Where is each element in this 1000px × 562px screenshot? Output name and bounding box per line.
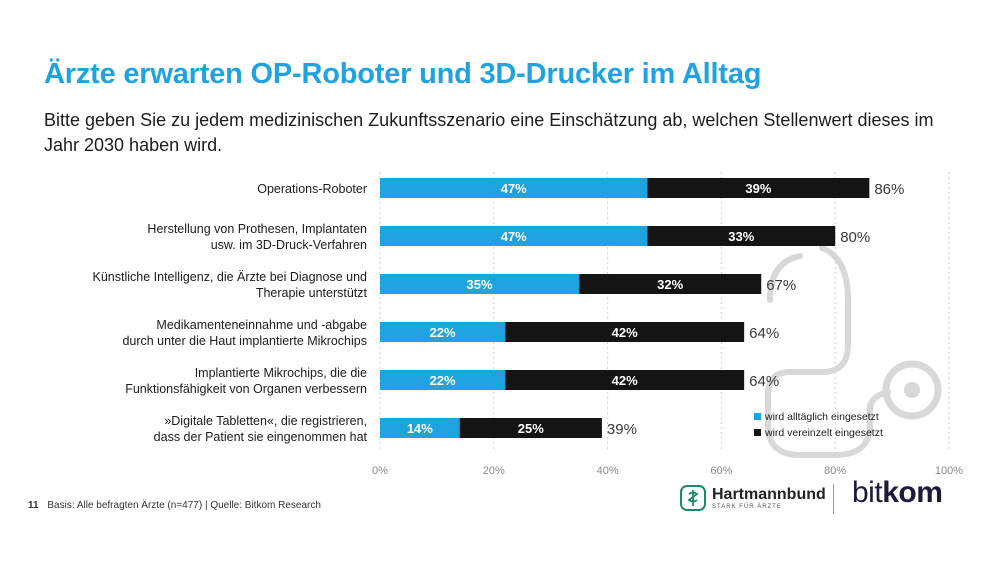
x-tick-label: 40% — [597, 465, 619, 477]
category-label: Künstliche Intelligenz, die Ärzte bei Di… — [93, 270, 368, 284]
bar-value-label: 35% — [467, 277, 493, 292]
x-tick-label: 20% — [483, 465, 505, 477]
bar-value-label: 47% — [501, 229, 527, 244]
legend-label: wird alltäglich eingesetzt — [764, 411, 879, 423]
category-label: Herstellung von Prothesen, Implantaten — [147, 222, 367, 236]
bars-group: 47% 39% 86% 47% 33% 80% 35% 32% 67% 22% 42% 64% 22% 4… — [380, 178, 904, 438]
bar-total-label: 80% — [840, 229, 870, 246]
bar-segment — [380, 370, 506, 390]
bar-total-label: 39% — [607, 421, 637, 438]
bar-segment — [380, 226, 648, 246]
bar-segment — [505, 370, 745, 390]
category-label: »Digitale Tabletten«, die registrieren, — [164, 414, 367, 428]
bar-value-label: 39% — [745, 181, 771, 196]
legend-label: wird vereinzelt eingesetzt — [764, 427, 883, 439]
page-subtitle: Bitte geben Sie zu jedem medizinischen Z… — [44, 110, 934, 155]
hartmannbund-icon — [680, 485, 706, 511]
x-tick-label: 80% — [824, 465, 846, 477]
category-label: Implantierte Mikrochips, die die — [195, 366, 367, 380]
bar-segment — [380, 274, 580, 294]
hartmannbund-name: Hartmannbund — [712, 485, 826, 503]
bar-segment — [647, 226, 836, 246]
source-note: Basis: Alle befragten Ärzte (n=477) | Qu… — [47, 500, 321, 511]
bar-value-label: 14% — [407, 421, 433, 436]
bar-total-label: 64% — [749, 373, 779, 390]
category-label: dass der Patient sie eingenommen hat — [154, 430, 368, 444]
x-tick-label: 60% — [710, 465, 732, 477]
logo-divider — [833, 484, 834, 514]
category-label: Therapie unterstützt — [256, 286, 368, 300]
category-label: Funktionsfähigkeit von Organen verbesser… — [125, 382, 367, 396]
category-label: Medikamenteneinnahme und -abgabe — [156, 318, 367, 332]
hartmannbund-logo: Hartmannbund STARK FÜR ÄRZTE — [680, 481, 826, 515]
bar-total-label: 67% — [766, 277, 796, 294]
bar-total-label: 64% — [749, 325, 779, 342]
bar-value-label: 22% — [430, 325, 456, 340]
grid-lines — [379, 172, 950, 452]
bar-segment — [579, 274, 762, 294]
bar-value-label: 47% — [501, 181, 527, 196]
bar-segment — [380, 322, 506, 342]
hartmannbund-tagline: STARK FÜR ÄRZTE — [712, 503, 782, 510]
category-labels: Operations-Roboter Herstellung von Prothe… — [93, 182, 368, 444]
category-label: durch unter die Haut implantierte Mikroc… — [122, 334, 367, 348]
legend-swatch — [754, 429, 761, 436]
bitkom-logo: bitkom — [852, 476, 943, 510]
x-tick-label: 100% — [935, 465, 963, 477]
x-axis: 0% 20% 40% 60% 80% 100% — [372, 465, 963, 477]
bar-segment — [505, 322, 745, 342]
bar-value-label: 22% — [430, 373, 456, 388]
bar-value-label: 42% — [612, 373, 638, 388]
bitkom-logo-kom: kom — [882, 476, 943, 509]
x-tick-label: 0% — [372, 465, 388, 477]
bar-segment — [459, 418, 602, 438]
bar-value-label: 25% — [518, 421, 544, 436]
footnote: 11 Basis: Alle befragten Ärzte (n=477) |… — [28, 500, 321, 511]
legend: wird alltäglich eingesetzt wird vereinzel… — [754, 411, 883, 439]
bar-segment — [380, 418, 460, 438]
category-label: Operations-Roboter — [257, 182, 367, 196]
bar-value-label: 33% — [728, 229, 754, 244]
page-title: Ärzte erwarten OP-Roboter und 3D-Drucker… — [44, 58, 762, 90]
bar-segment — [380, 178, 648, 198]
category-label: usw. im 3D-Druck-Verfahren — [211, 238, 367, 252]
bar-total-label: 86% — [874, 181, 904, 198]
bar-value-label: 42% — [612, 325, 638, 340]
legend-swatch — [754, 413, 761, 420]
bitkom-logo-bit: bit — [852, 476, 883, 509]
bar-segment — [647, 178, 870, 198]
stethoscope-icon — [765, 245, 942, 458]
page-number: 11 — [28, 500, 39, 511]
bar-value-label: 32% — [657, 277, 683, 292]
